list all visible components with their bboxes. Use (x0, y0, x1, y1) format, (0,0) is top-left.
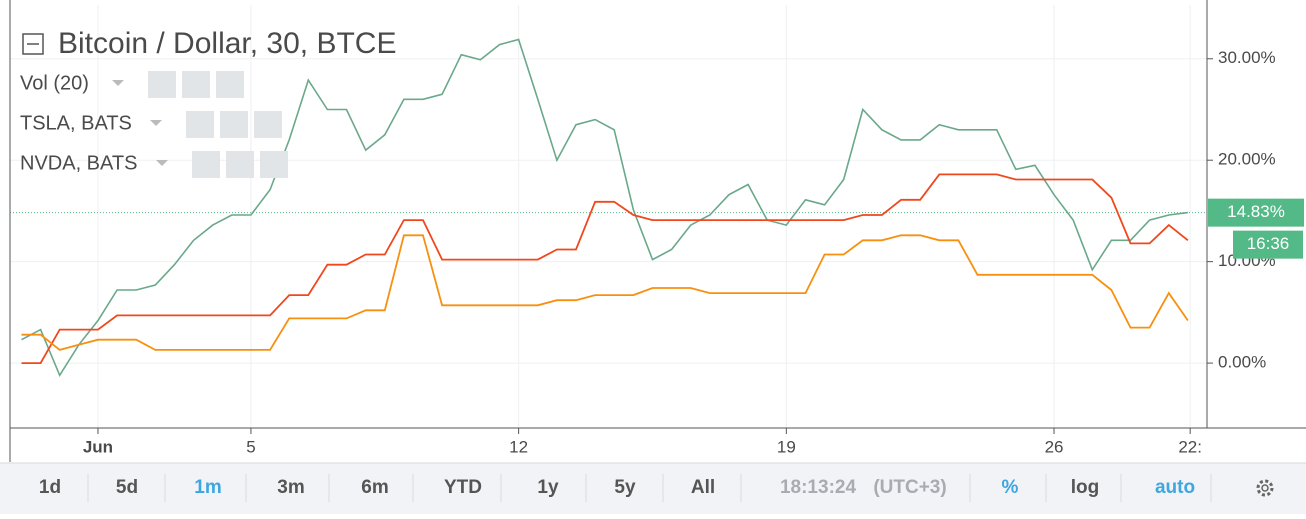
x-tick-label: Jun (83, 437, 113, 456)
eye-button[interactable] (192, 151, 220, 178)
plot (21, 38, 1189, 378)
series-line (21, 234, 1189, 351)
x-tick-label: 5 (246, 437, 255, 456)
series-line (21, 38, 1188, 378)
close-button[interactable] (216, 71, 244, 98)
range-button[interactable]: 5d (116, 477, 138, 498)
series-line (21, 173, 1189, 364)
dropdown-arrow[interactable] (156, 160, 168, 166)
range-button[interactable]: 3m (277, 477, 304, 498)
scale-option[interactable]: log (1071, 477, 1100, 498)
countdown-box (1233, 230, 1303, 259)
chart-title: Bitcoin / Dollar, 30, BTCE (58, 27, 396, 60)
range-button[interactable]: 1m (194, 477, 221, 498)
x-tick-label: 22: (1178, 437, 1202, 456)
countdown: 16:36 (1247, 234, 1290, 253)
y-tick-label: 30.00% (1218, 48, 1276, 67)
axes: 0.00%10.00%20.00%30.00%Jun 5 12 19 26 22:14.8… (83, 48, 1304, 456)
eye-button[interactable] (186, 111, 214, 138)
toolbar-items: 1d 5d 1m 3m 6m YTD 1y 5y All 18:13:24 (UTC+3)% log a… (39, 474, 1274, 502)
range-button[interactable]: YTD (444, 477, 482, 498)
indicator-buttons (148, 71, 244, 98)
settings-gear[interactable] (1256, 479, 1274, 497)
x-tick-label: 12 (509, 437, 528, 456)
series-legend[interactable]: TSLA, BATS (20, 112, 132, 134)
x-tick-label: 19 (777, 437, 796, 456)
eye-button[interactable] (148, 71, 176, 98)
gear-ring (1256, 479, 1274, 497)
scale-option[interactable]: auto (1155, 477, 1195, 498)
range-button[interactable]: 1y (537, 477, 559, 498)
price-label-box (1208, 198, 1304, 227)
clock: 18:13:24 (780, 477, 856, 498)
series-buttons (192, 151, 288, 178)
legend: Bitcoin / Dollar, 30, BTCE Vol (20) TSLA… (20, 27, 396, 178)
settings-button[interactable] (226, 151, 254, 178)
settings-button[interactable] (220, 111, 248, 138)
timezone: (UTC+3) (873, 477, 946, 498)
collapse-icon[interactable] (22, 33, 44, 55)
y-tick-label: 20.00% (1218, 150, 1276, 169)
indicator-label[interactable]: Vol (20) (20, 72, 89, 94)
close-button[interactable] (254, 111, 282, 138)
toolbar (0, 463, 1306, 514)
scale-option[interactable]: % (1002, 477, 1019, 498)
series-buttons (186, 111, 282, 138)
range-button[interactable]: 6m (361, 477, 388, 498)
dropdown-arrow[interactable] (112, 80, 124, 86)
close-button[interactable] (260, 151, 288, 178)
range-button[interactable]: 5y (614, 477, 636, 498)
range-button[interactable]: 1d (39, 477, 61, 498)
dropdown-arrow[interactable] (150, 120, 162, 126)
y-tick-label: 0.00% (1218, 353, 1266, 372)
series-legend[interactable]: NVDA, BATS (20, 152, 137, 174)
x-tick-label: 26 (1045, 437, 1064, 456)
settings-button[interactable] (182, 71, 210, 98)
price-label: 14.83% (1227, 202, 1285, 221)
gear-hole (1261, 484, 1269, 492)
range-button[interactable]: All (691, 477, 715, 498)
